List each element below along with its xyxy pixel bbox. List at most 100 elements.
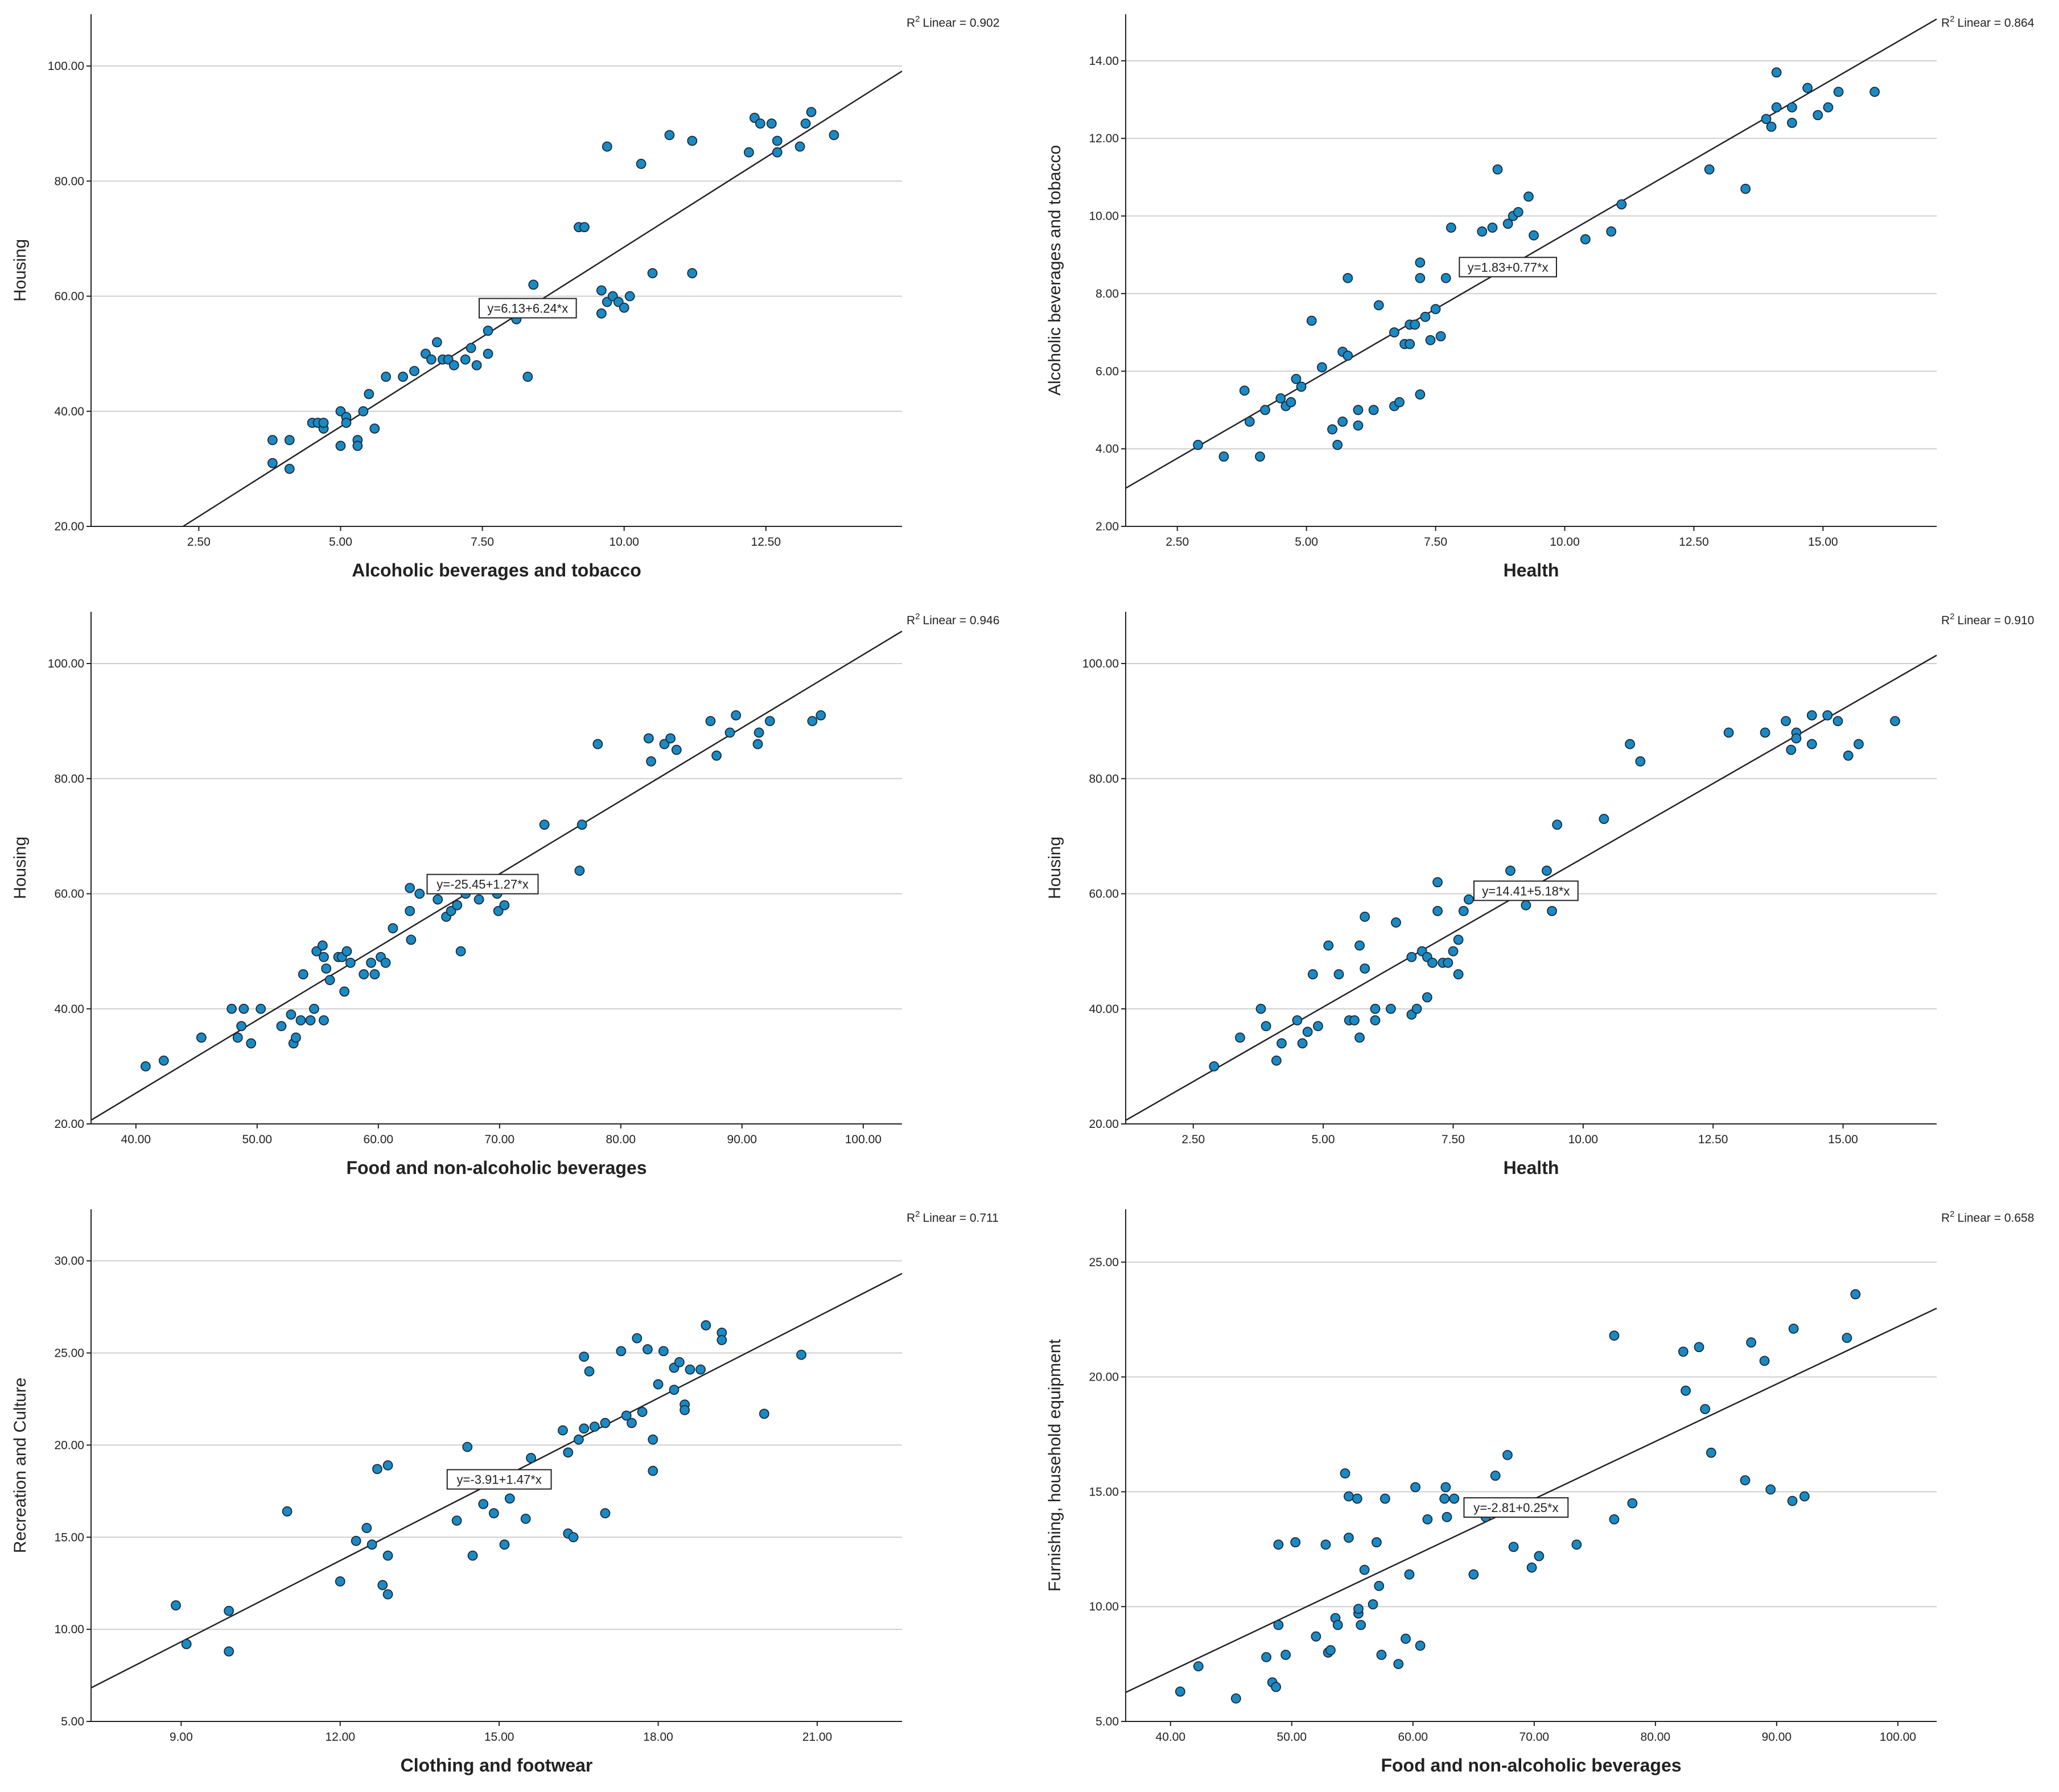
data-point: [282, 1506, 293, 1517]
data-point: [488, 1508, 499, 1519]
r2-label: R2 Linear = 0.864: [1941, 14, 2035, 30]
data-point: [520, 1513, 531, 1524]
y-tick-label: 14.00: [1089, 55, 1119, 68]
data-point: [236, 1021, 247, 1031]
r2-superscript: 2: [1950, 612, 1954, 621]
y-tick-label: 20.00: [1089, 1371, 1119, 1384]
y-axis-title: Alcoholic beverages and tobacco: [1045, 145, 1064, 396]
data-point: [664, 130, 675, 141]
data-point: [1260, 405, 1270, 415]
data-point: [171, 1600, 181, 1610]
data-point: [1360, 912, 1370, 922]
data-point: [351, 1535, 361, 1546]
data-point: [1823, 102, 1834, 113]
data-point: [1740, 1475, 1751, 1486]
data-point: [1606, 226, 1617, 237]
data-point: [637, 1407, 648, 1418]
data-point: [1411, 1003, 1422, 1014]
data-point: [409, 366, 419, 376]
data-point: [1193, 1661, 1204, 1672]
data-point: [1286, 397, 1296, 407]
r2-symbol: R: [1941, 17, 1950, 30]
data-point: [1453, 969, 1464, 979]
data-point: [284, 463, 295, 474]
data-point: [528, 279, 539, 290]
data-point: [1440, 273, 1451, 283]
data-point: [1343, 351, 1353, 361]
y-tick-label: 20.00: [54, 1118, 84, 1131]
data-point: [380, 957, 391, 968]
data-point: [341, 418, 352, 428]
data-point: [685, 1364, 695, 1375]
data-point: [284, 435, 295, 446]
data-point: [1273, 1620, 1284, 1630]
data-point: [478, 1499, 489, 1509]
data-point: [1356, 1620, 1366, 1630]
r2-symbol: R: [907, 1212, 915, 1225]
data-point: [1302, 1027, 1313, 1037]
data-point: [1209, 1061, 1220, 1072]
x-tick-label: 2.50: [1181, 1133, 1205, 1146]
data-point: [1842, 1333, 1852, 1343]
data-point: [794, 141, 805, 152]
data-point: [1415, 1640, 1426, 1651]
data-point: [317, 940, 328, 951]
data-point: [1806, 710, 1817, 720]
data-point: [753, 727, 764, 738]
data-point: [1425, 335, 1436, 345]
data-point: [1448, 946, 1459, 957]
data-point: [573, 1434, 584, 1445]
data-point: [1854, 739, 1864, 749]
data-point: [579, 1352, 590, 1362]
data-point: [341, 946, 352, 957]
data-point: [829, 130, 839, 141]
scatter-plot-svg: 20.00 40.00 60.00 80.00 100.00 40.00 50.00 60.0…: [11, 612, 999, 1178]
data-point: [1422, 1514, 1433, 1525]
data-point: [1374, 1580, 1385, 1591]
data-point: [369, 969, 380, 979]
chart-panel-2: 2.00 4.00 6.00 8.00 10.00 12.00 14.00 2.50 5.00 7…: [1035, 0, 2059, 592]
data-point: [1678, 1346, 1689, 1357]
data-point: [1771, 67, 1782, 78]
y-axis-title: Housing: [11, 837, 30, 899]
data-point: [267, 458, 278, 468]
data-point: [335, 440, 346, 451]
data-point: [433, 894, 443, 905]
data-point: [1337, 417, 1348, 427]
data-point: [324, 975, 335, 986]
fit-equation-label: y=-2.81+0.25*x: [1473, 1501, 1558, 1515]
data-point: [238, 1003, 249, 1014]
data-point: [1843, 750, 1854, 761]
x-tick-label: 7.50: [1442, 1133, 1465, 1146]
data-point: [592, 739, 603, 749]
data-point: [1333, 969, 1344, 979]
data-point: [1415, 273, 1426, 283]
data-point: [711, 750, 722, 761]
x-tick-label: 15.00: [1828, 1133, 1858, 1146]
data-point: [1802, 83, 1813, 93]
x-tick-label: 100.00: [845, 1133, 882, 1146]
data-point: [1526, 1562, 1537, 1573]
data-point: [298, 969, 308, 979]
data-point: [627, 1418, 637, 1428]
data-point: [1833, 86, 1844, 97]
data-point: [1822, 710, 1833, 720]
y-tick-label: 5.00: [1096, 1715, 1119, 1728]
data-point: [405, 883, 415, 893]
data-point: [1311, 1631, 1321, 1642]
y-tick-label: 40.00: [54, 405, 84, 418]
data-point: [276, 1021, 287, 1031]
data-point: [460, 354, 471, 365]
r2-label: R2 Linear = 0.658: [1941, 1209, 2034, 1225]
y-tick-label: 40.00: [54, 1003, 84, 1016]
x-tick-label: 15.00: [484, 1731, 514, 1744]
data-point: [596, 285, 607, 296]
data-point: [621, 1410, 632, 1421]
data-point: [807, 716, 818, 727]
y-tick-label: 15.00: [54, 1531, 84, 1544]
data-point: [1786, 118, 1797, 128]
data-point: [321, 963, 332, 974]
x-axis-title: Food and non-alcoholic beverages: [346, 1157, 646, 1178]
y-tick-label: 15.00: [1089, 1485, 1119, 1498]
data-point: [647, 268, 658, 278]
